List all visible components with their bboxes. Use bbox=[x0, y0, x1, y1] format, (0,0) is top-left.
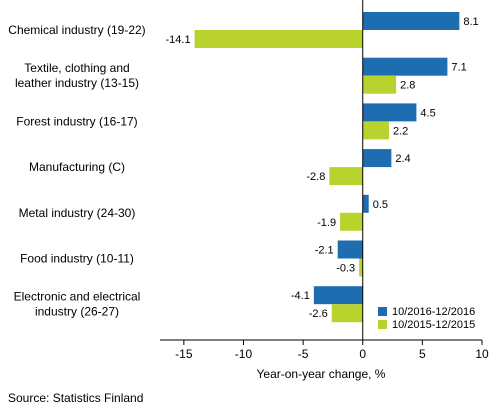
x-axis: -15 -10 -5 0 5 10 bbox=[160, 0, 489, 361]
category-label: industry (26-27) bbox=[35, 305, 119, 319]
x-tick-label: 10 bbox=[475, 347, 489, 361]
bar-previous bbox=[340, 212, 363, 231]
category-label: Metal industry (24-30) bbox=[19, 206, 136, 220]
legend-label: 10/2016-12/2016 bbox=[392, 306, 475, 318]
bar-previous bbox=[362, 75, 397, 94]
category-label: Forest industry (16-17) bbox=[16, 114, 137, 128]
data-label: 7.1 bbox=[451, 62, 466, 74]
bar-current bbox=[362, 194, 369, 213]
data-label: 8.1 bbox=[463, 16, 478, 28]
bar-previous bbox=[331, 304, 363, 323]
bar-current bbox=[362, 57, 448, 76]
data-label: -1.9 bbox=[317, 217, 336, 229]
category-label: Textile, clothing and bbox=[24, 61, 129, 75]
data-label: -2.1 bbox=[315, 245, 334, 257]
category-label: leather industry (13-15) bbox=[15, 76, 139, 90]
data-label: -14.1 bbox=[166, 34, 191, 46]
data-label: -4.1 bbox=[291, 290, 310, 302]
bar-previous bbox=[194, 30, 363, 48]
legend-swatch bbox=[378, 307, 387, 316]
x-tick-label: 0 bbox=[359, 347, 366, 361]
legend-label: 10/2015-12/2015 bbox=[392, 319, 475, 331]
bar-current bbox=[362, 12, 460, 30]
bar-previous bbox=[359, 258, 363, 277]
data-label: 0.5 bbox=[373, 199, 388, 211]
bar-current bbox=[313, 286, 363, 305]
data-label: -0.3 bbox=[336, 263, 355, 275]
data-label: -2.6 bbox=[309, 308, 328, 320]
bar-previous bbox=[329, 167, 363, 186]
bar-current bbox=[337, 240, 363, 259]
x-axis-title: Year-on-year change, % bbox=[256, 367, 386, 381]
x-tick-label: -10 bbox=[235, 347, 253, 361]
data-label: -2.8 bbox=[306, 171, 325, 183]
bar-previous bbox=[362, 121, 389, 140]
category-labels: Chemical industry (19-22) Textile, clothi… bbox=[8, 23, 145, 319]
data-label: 2.4 bbox=[395, 153, 410, 165]
bar-current bbox=[362, 103, 417, 122]
source-note: Source: Statistics Finland bbox=[8, 391, 144, 405]
category-label: Food industry (10-11) bbox=[20, 252, 134, 266]
category-label: Electronic and electrical bbox=[14, 290, 141, 304]
category-label: Manufacturing (C) bbox=[29, 160, 125, 174]
bars-layer: 8.1 -14.1 7.1 2.8 4.5 2.2 2.4 -2.8 0.5 -1.9 -2.1-0… bbox=[166, 12, 479, 323]
bar-current bbox=[362, 149, 392, 168]
data-label: 2.2 bbox=[393, 125, 408, 137]
legend-swatch bbox=[378, 320, 387, 329]
x-tick-label: -15 bbox=[175, 347, 193, 361]
category-label: Chemical industry (19-22) bbox=[8, 23, 145, 37]
data-label: 4.5 bbox=[420, 107, 435, 119]
x-tick-label: -5 bbox=[298, 347, 309, 361]
data-label: 2.8 bbox=[400, 80, 415, 92]
x-tick-label: 5 bbox=[419, 347, 426, 361]
